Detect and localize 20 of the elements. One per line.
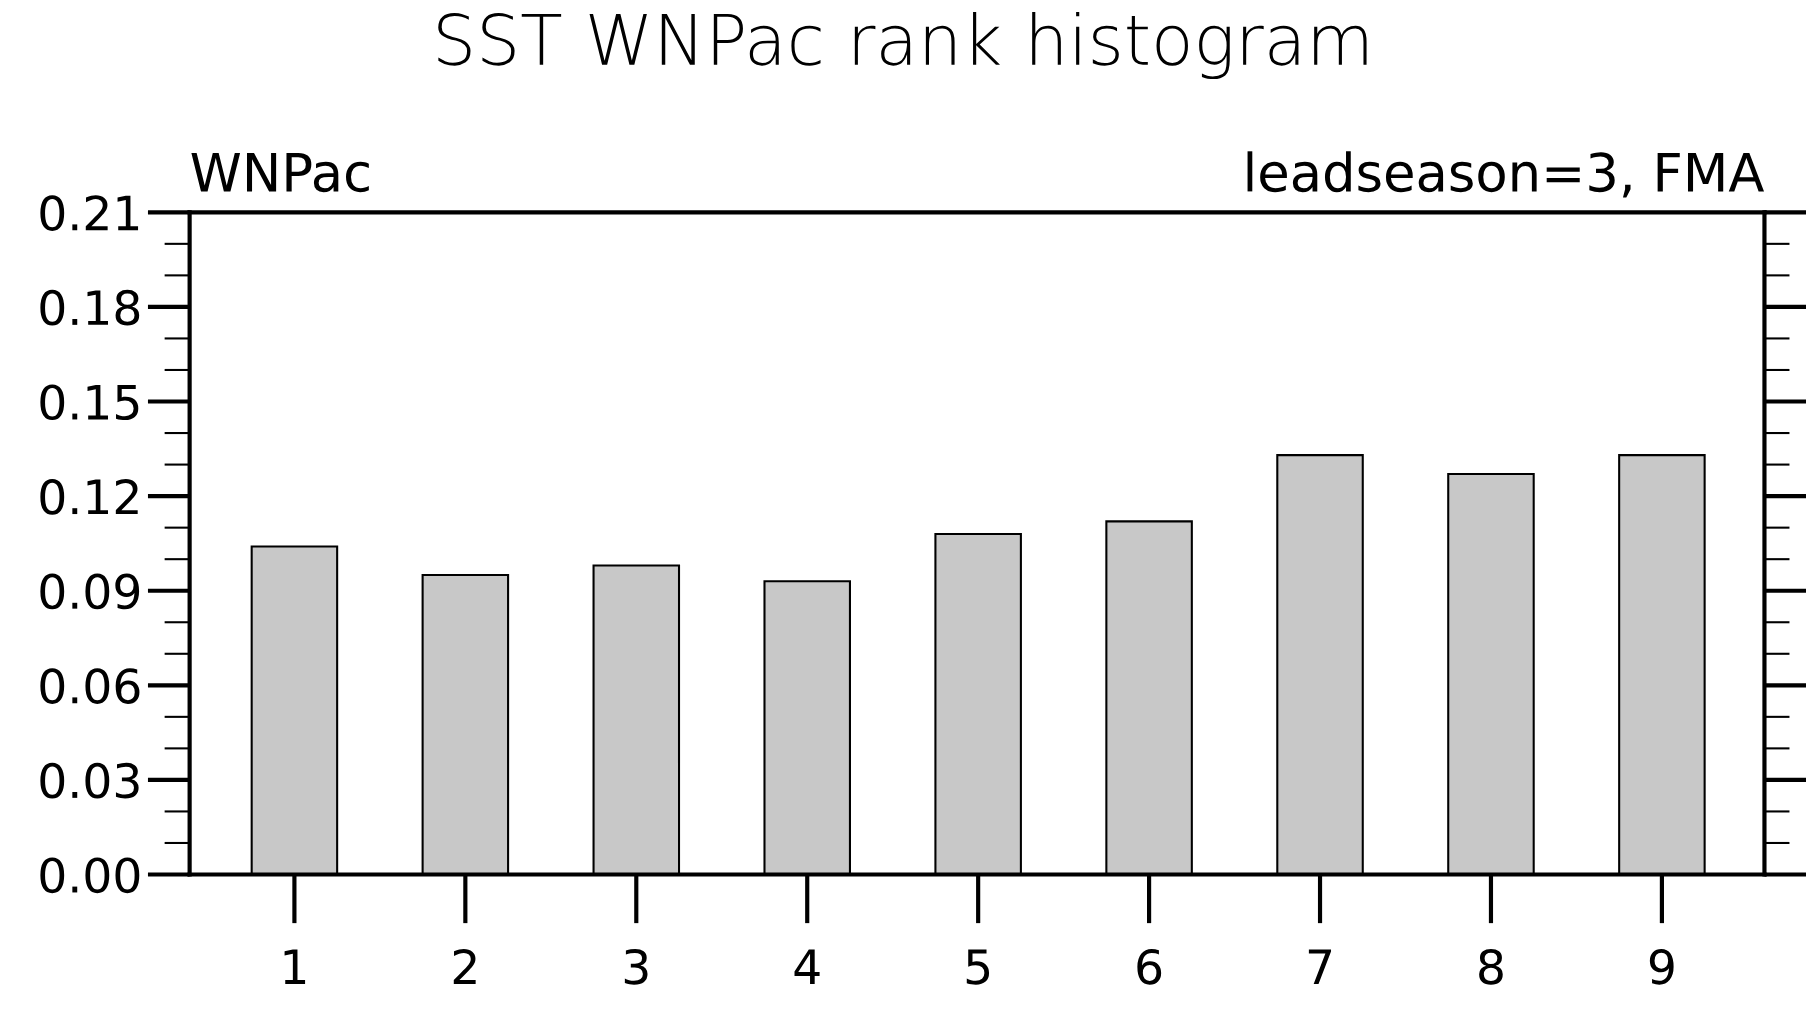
y-tick-label: 0.15 <box>40 384 139 421</box>
y-tick-label: 0.18 <box>40 289 140 326</box>
y-tick-label: 0.09 <box>40 573 140 610</box>
y-tick-label: 0.21 <box>40 195 139 231</box>
text: WNPac <box>191 152 369 193</box>
y-tick-label: 0.03 <box>40 762 139 799</box>
x-tick-label: 1 <box>284 949 306 985</box>
y-tick-label: 0.12 <box>40 479 138 515</box>
x-tick-label: 2 <box>453 948 476 985</box>
x-tick-label: 8 <box>1479 948 1503 985</box>
chart-title: SST WNPac rank histogram <box>438 11 1367 80</box>
x-tick-label: 4 <box>794 949 820 985</box>
x-tick-label: 9 <box>1649 948 1674 985</box>
text: leadseason=3, FMA <box>1247 151 1765 198</box>
y-tick-label: 0.06 <box>40 668 140 704</box>
x-tick-label: 6 <box>1137 948 1162 985</box>
x-tick-label: 7 <box>1308 949 1332 985</box>
x-tick-label: 5 <box>966 949 990 985</box>
y-tick-label: 0.00 <box>40 857 140 894</box>
x-tick-label: 3 <box>624 948 648 985</box>
